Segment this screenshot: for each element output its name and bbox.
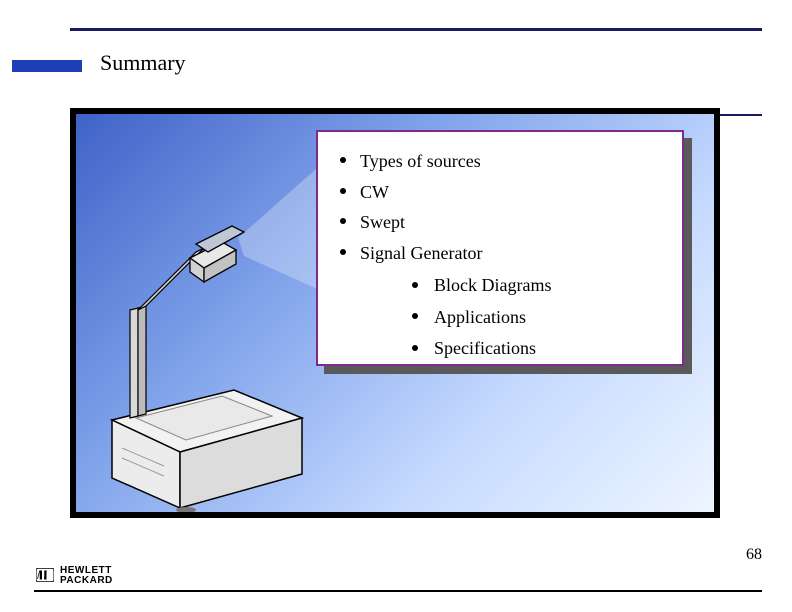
list-item-label: CW — [360, 182, 389, 202]
sub-list-item-label: Applications — [434, 307, 526, 327]
stage-background: Types of sources CW Swept Signal Generat… — [76, 114, 714, 512]
stage-frame: Types of sources CW Swept Signal Generat… — [70, 108, 720, 518]
hp-brand-line2: PACKARD — [60, 575, 113, 586]
list-item: Swept — [336, 207, 672, 238]
sub-list-item-label: Block Diagrams — [434, 275, 551, 295]
page-number: 68 — [746, 546, 762, 564]
sub-list-item: Block Diagrams — [406, 270, 672, 302]
hp-logo-icon — [36, 568, 54, 585]
sub-bullet-list: Block Diagrams Applications Specificatio… — [406, 270, 672, 365]
list-item: CW — [336, 177, 672, 208]
content-card: Types of sources CW Swept Signal Generat… — [316, 130, 684, 366]
bullet-list: Types of sources CW Swept Signal Generat… — [336, 146, 672, 365]
sub-list-item-label: Specifications — [434, 338, 536, 358]
list-item-label: Swept — [360, 212, 405, 232]
accent-bar — [12, 60, 82, 72]
list-item: Types of sources — [336, 146, 672, 177]
sub-list-item: Applications — [406, 302, 672, 334]
sub-list-item: Specifications — [406, 333, 672, 365]
top-rule — [70, 28, 762, 31]
list-item-label: Signal Generator — [360, 243, 482, 263]
hp-logo: HEWLETT PACKARD — [36, 566, 113, 586]
hp-logo-text: HEWLETT PACKARD — [60, 566, 113, 586]
slide-title: Summary — [100, 50, 186, 76]
slide-page: Summary — [0, 0, 792, 612]
bottom-rule — [34, 590, 762, 592]
list-item-label: Types of sources — [360, 151, 481, 171]
projector-icon — [94, 152, 324, 512]
list-item: Signal Generator Block Diagrams Applicat… — [336, 238, 672, 365]
